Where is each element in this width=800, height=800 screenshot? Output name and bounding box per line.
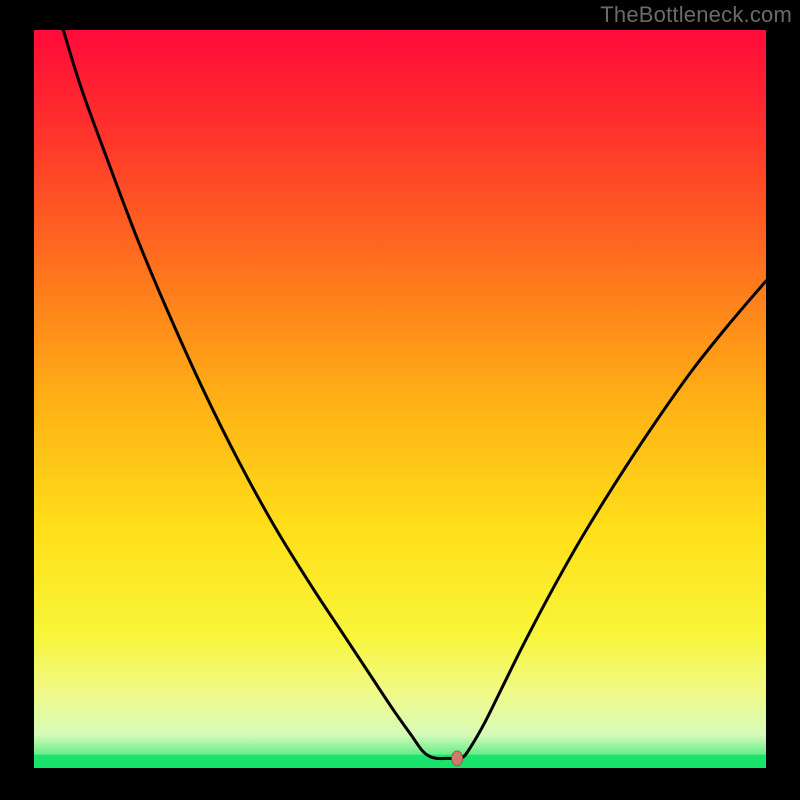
bottom-band [34, 755, 766, 768]
chart-frame: TheBottleneck.com [0, 0, 800, 800]
optimal-marker [452, 751, 463, 766]
plot-background [34, 30, 766, 768]
watermark-text: TheBottleneck.com [600, 2, 792, 28]
bottleneck-chart [0, 0, 800, 800]
